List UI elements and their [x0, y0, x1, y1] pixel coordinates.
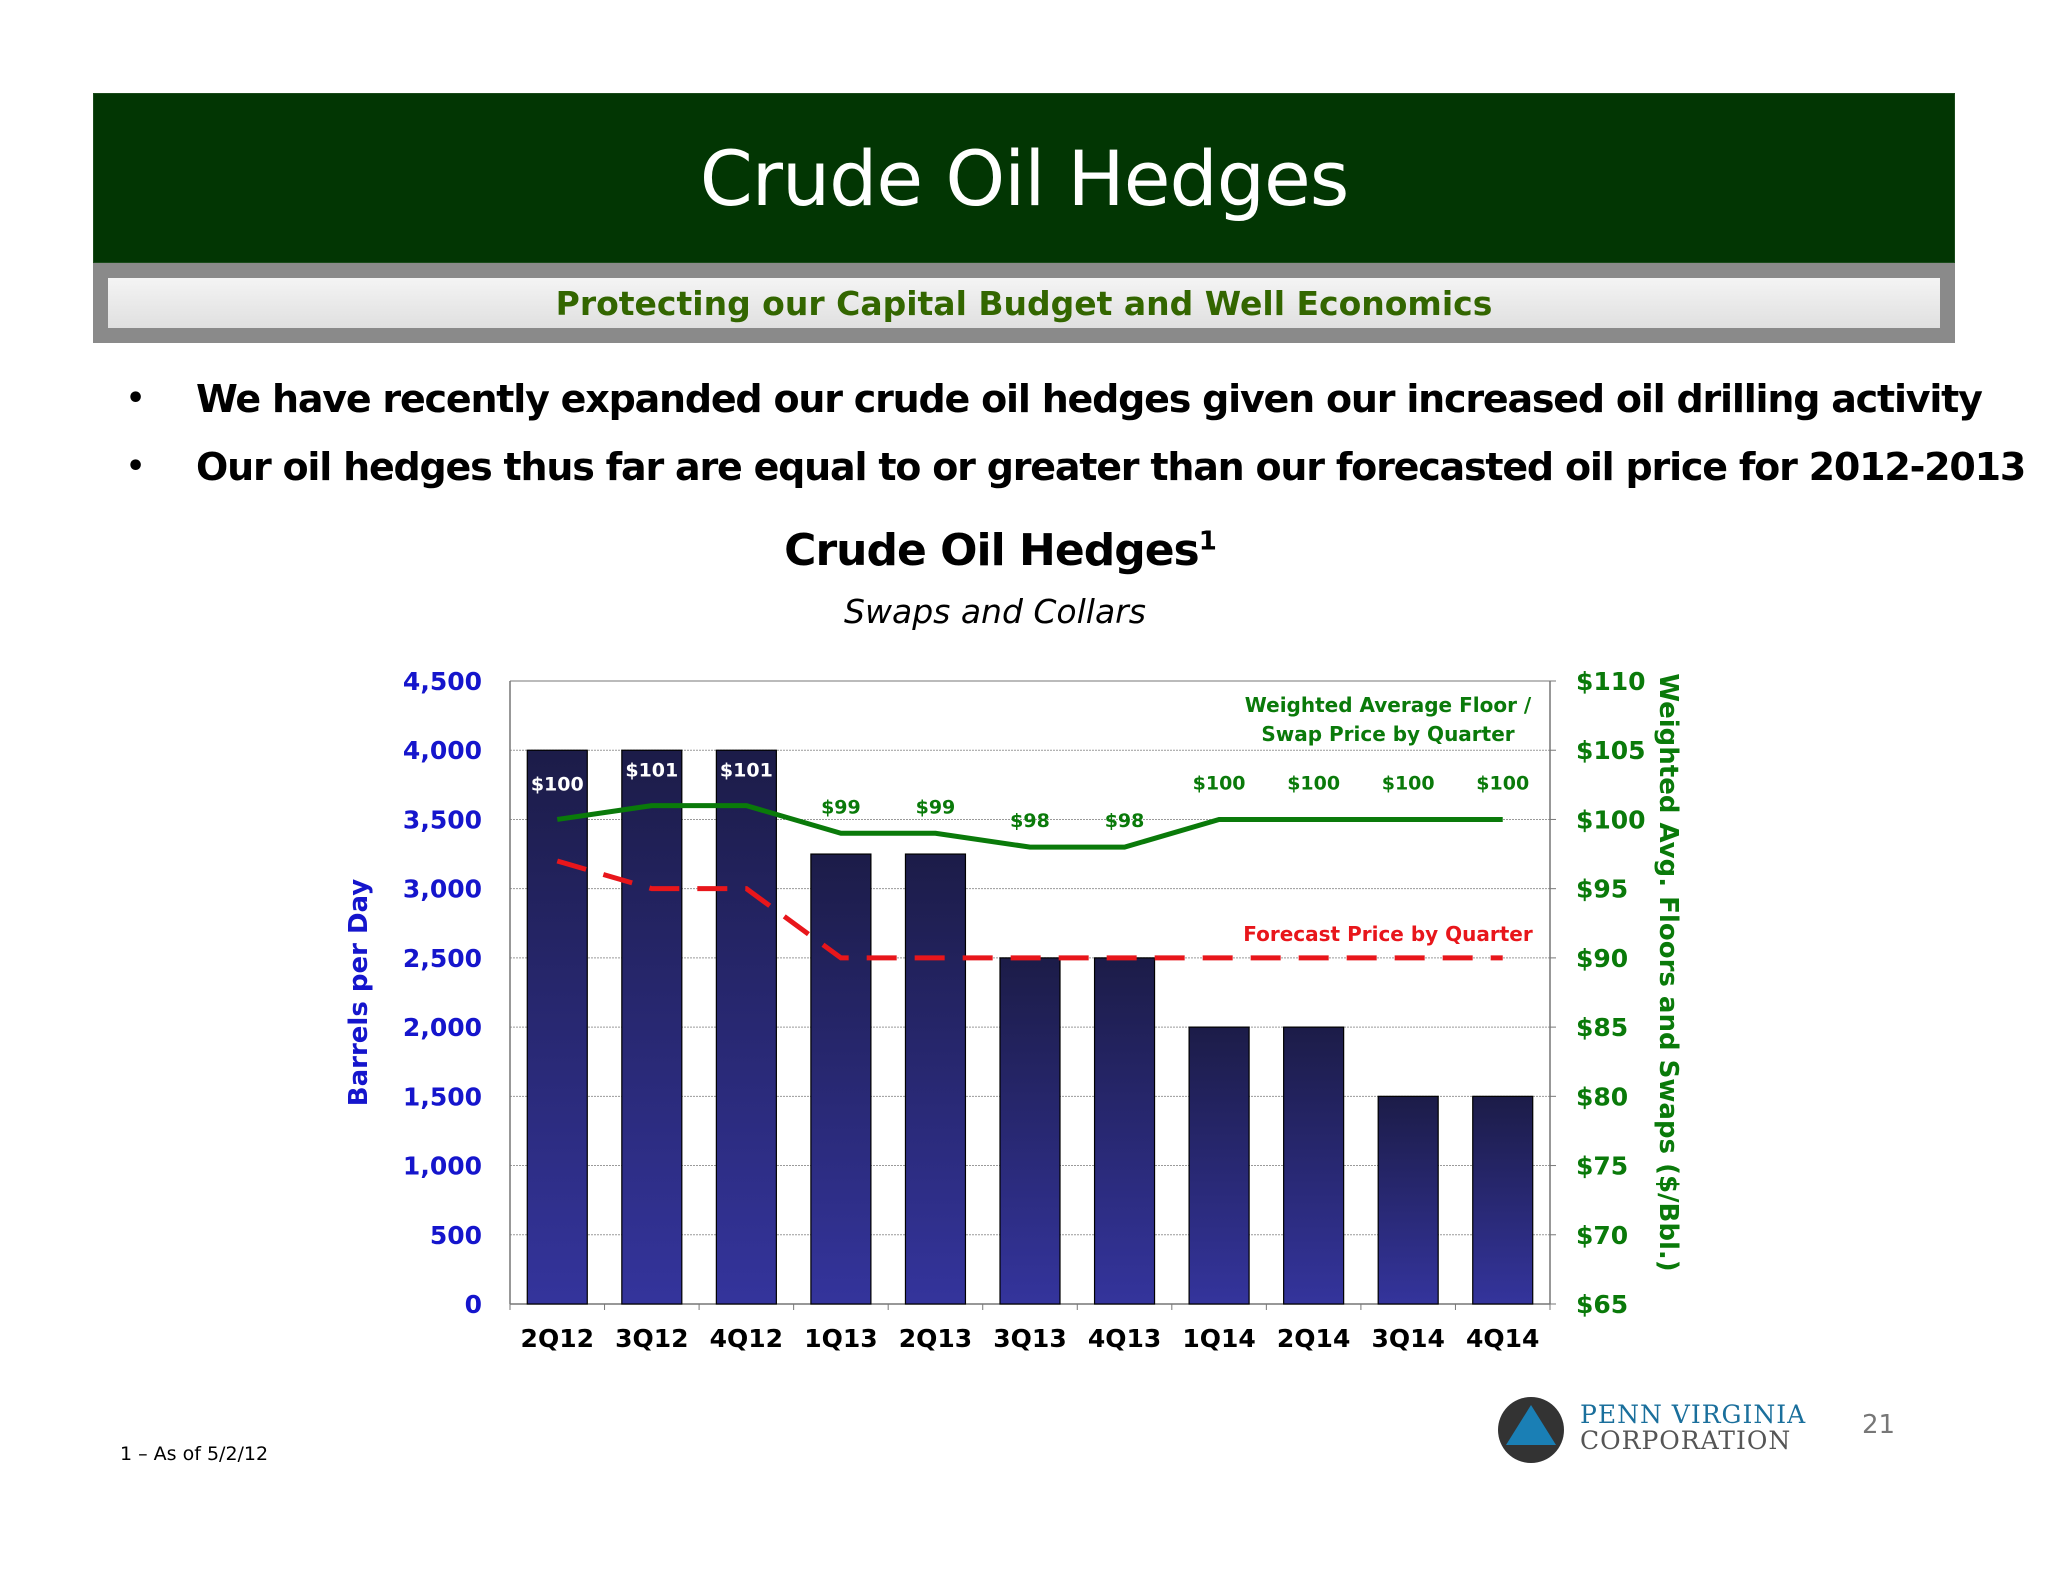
forecast-price-line [556, 858, 1503, 961]
price-data-label: $100 [1193, 772, 1246, 794]
right-tick-label: $100 [1576, 805, 1646, 834]
x-tick-label: 1Q13 [804, 1324, 877, 1353]
x-tick-label: 3Q14 [1371, 1324, 1444, 1353]
logo-triangle-icon [1506, 1405, 1556, 1445]
x-tick-label: 3Q12 [615, 1324, 688, 1353]
penn-virginia-logo [1498, 1397, 1564, 1463]
left-tick-label: 1,500 [403, 1082, 482, 1111]
right-tick-label: $65 [1576, 1290, 1628, 1319]
bar [904, 853, 967, 1305]
chart-title-footnote-mark: 1 [1198, 526, 1217, 557]
hedges-chart: 0 500 1,000 1,500 2,000 2,500 3,000 3,500 4,000 4… [344, 667, 1683, 1353]
subtitle-panel: Protecting our Capital Budget and Well E… [108, 278, 1940, 328]
company-name: PENN VIRGINIA CORPORATION [1580, 1402, 1806, 1454]
chart-subtitle: Swaps and Collars [844, 592, 1146, 631]
floor-legend-label: Swap Price by Quarter [1261, 722, 1514, 746]
bar [1093, 957, 1156, 1305]
floor-swap-price-line [556, 803, 1503, 850]
price-data-label: $100 [1382, 772, 1435, 794]
left-tick-label: 500 [430, 1221, 482, 1250]
price-data-label: $98 [1010, 810, 1050, 832]
bar [621, 749, 683, 1305]
bar [1188, 1026, 1250, 1305]
price-data-label: $99 [821, 796, 861, 818]
left-tick-label: 4,500 [403, 667, 482, 696]
page-subtitle: Protecting our Capital Budget and Well E… [555, 283, 1493, 323]
forecast-legend-label: Forecast Price by Quarter [1243, 922, 1533, 946]
right-tick-label: $105 [1576, 736, 1646, 765]
page-title: Crude Oil Hedges [699, 133, 1350, 223]
bullet-text: We have recently expanded our crude oil … [196, 377, 1983, 421]
footnote: 1 – As of 5/2/12 [120, 1443, 269, 1465]
price-data-label: $100 [1287, 772, 1340, 794]
bullet-dot: • [126, 381, 146, 416]
price-data-label: $101 [625, 760, 678, 782]
x-tick-label: 4Q14 [1466, 1324, 1539, 1353]
right-tick-label: $85 [1576, 1013, 1628, 1042]
left-tick-label: 2,000 [403, 1013, 482, 1042]
x-tick-label: 1Q14 [1182, 1324, 1255, 1353]
company-name-line2: CORPORATION [1580, 1426, 1792, 1455]
x-tick-label: 4Q12 [710, 1324, 783, 1353]
left-tick-label: 1,000 [403, 1152, 482, 1181]
right-tick-label: $70 [1576, 1221, 1628, 1250]
right-tick-label: $110 [1576, 667, 1646, 696]
company-name-line1: PENN VIRGINIA [1580, 1400, 1807, 1429]
left-tick-label: 3,000 [403, 875, 482, 904]
bar [1283, 1026, 1345, 1305]
bullet-dot: • [126, 449, 146, 484]
bullet-item: • Our oil hedges thus far are equal to o… [120, 438, 2026, 506]
left-tick-label: 0 [465, 1290, 482, 1319]
x-tick-label: 2Q12 [521, 1324, 594, 1353]
right-tick-label: $95 [1576, 875, 1628, 904]
floor-legend-label: Weighted Average Floor / [1245, 693, 1532, 717]
bar [715, 749, 777, 1305]
page-number: 21 [1862, 1410, 1896, 1440]
y-axis-title: Barrels per Day [344, 879, 374, 1107]
price-data-label: $99 [916, 796, 956, 818]
right-tick-label: $75 [1576, 1152, 1628, 1181]
y2-axis-title: Weighted Avg. Floors and Swaps ($/Bbl.) [1653, 673, 1683, 1271]
price-data-label: $98 [1105, 810, 1145, 832]
bullet-list: • We have recently expanded our crude oi… [120, 370, 2026, 506]
bar [1377, 1095, 1439, 1305]
chart-title-text: Crude Oil Hedges [784, 525, 1200, 576]
bar [526, 749, 588, 1305]
bar [810, 853, 872, 1305]
price-data-label: $100 [1476, 772, 1529, 794]
right-tick-label: $80 [1576, 1082, 1628, 1111]
x-tick-label: 4Q13 [1088, 1324, 1161, 1353]
x-tick-label: 3Q13 [993, 1324, 1066, 1353]
subtitle-band: Protecting our Capital Budget and Well E… [93, 263, 1955, 343]
bar [999, 957, 1061, 1305]
left-tick-label: 4,000 [403, 736, 482, 765]
bullet-text: Our oil hedges thus far are equal to or … [196, 445, 2026, 489]
left-tick-label: 2,500 [403, 944, 482, 973]
x-tick-label: 2Q14 [1277, 1324, 1350, 1353]
price-data-label: $101 [720, 760, 773, 782]
bullet-item: • We have recently expanded our crude oi… [120, 370, 2000, 438]
chart-title: Crude Oil Hedges1 [700, 525, 1300, 576]
price-data-label: $100 [531, 773, 584, 795]
x-tick-label: 2Q13 [899, 1324, 972, 1353]
bar [1472, 1095, 1534, 1305]
left-tick-label: 3,500 [403, 805, 482, 834]
title-bar: Crude Oil Hedges [93, 93, 1955, 263]
right-tick-label: $90 [1576, 944, 1628, 973]
